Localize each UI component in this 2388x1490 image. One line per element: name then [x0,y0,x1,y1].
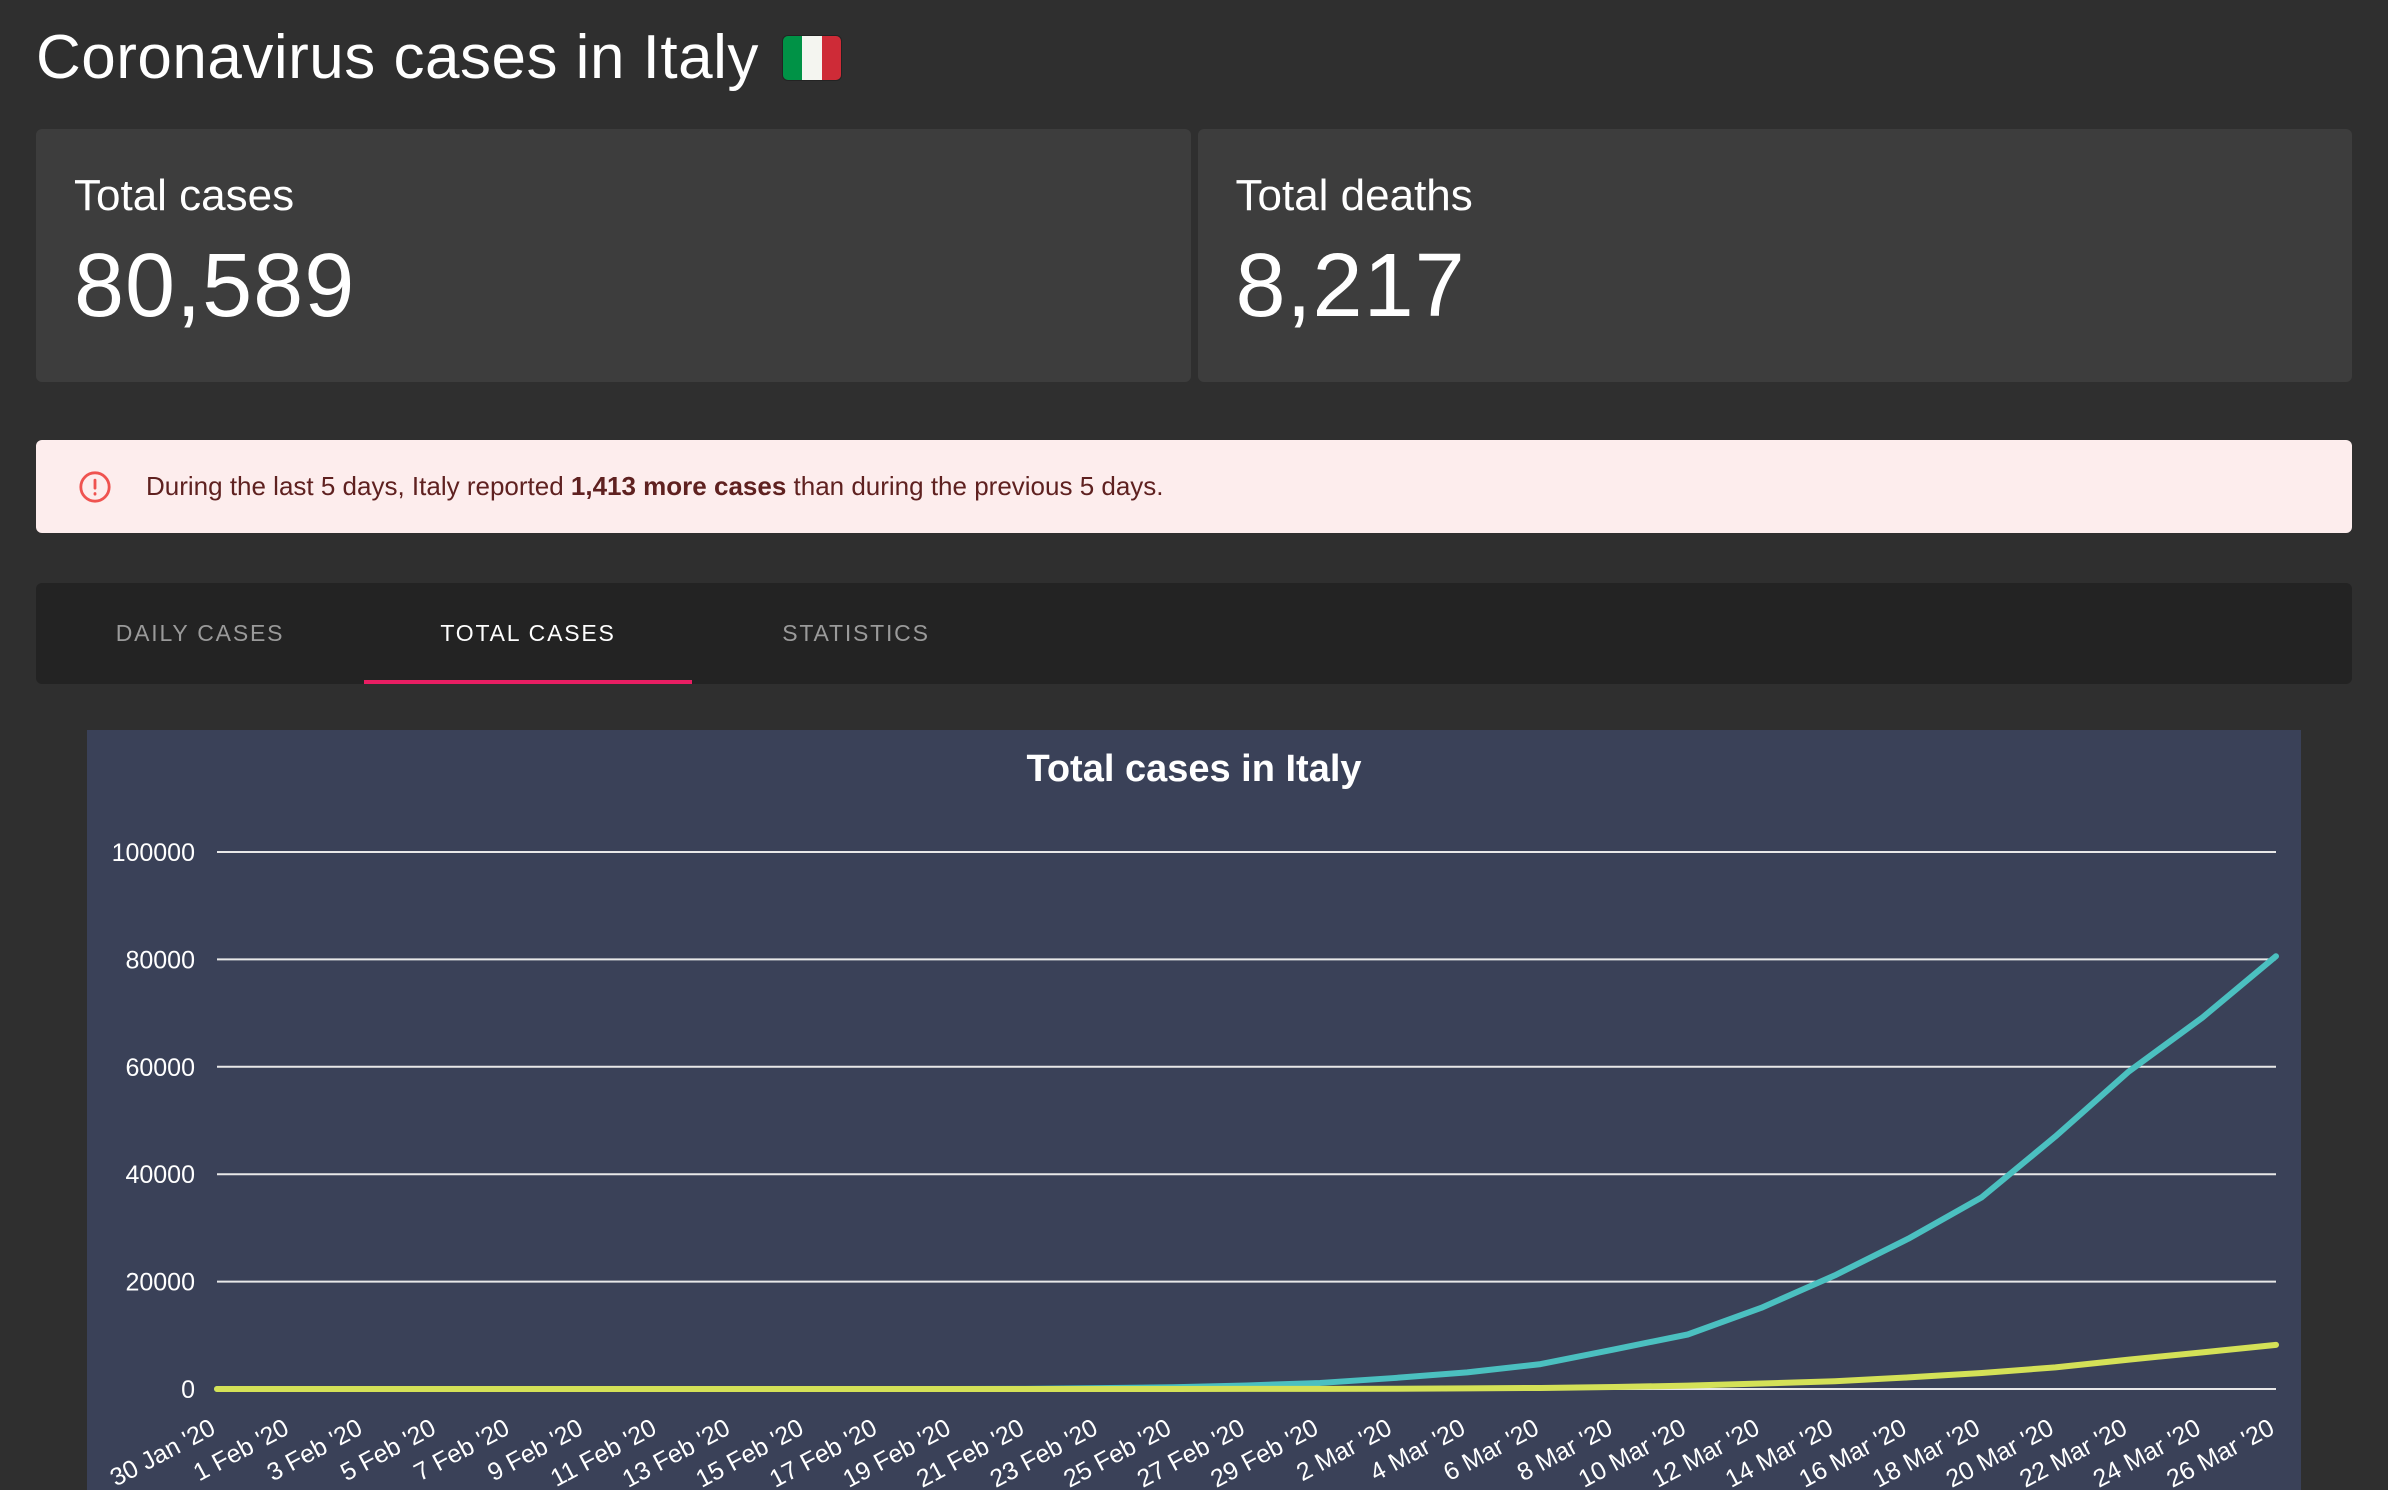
alert-text-prefix: During the last 5 days, Italy reported [146,471,571,502]
total-cases-label: Total cases [74,171,295,221]
chart-title: Total cases in Italy [1026,748,1362,791]
tab-total-cases[interactable]: TOTAL CASES [364,583,692,685]
alert-message: During the last 5 days, Italy reported 1… [146,471,1164,502]
alert-banner: During the last 5 days, Italy reported 1… [36,440,2352,534]
dashboard: Coronavirus cases in Italy Total cases 8… [0,22,2388,1490]
page-title: Coronavirus cases in Italy [36,22,2352,93]
page-title-text: Coronavirus cases in Italy [36,23,759,92]
alert-text-suffix: than during the previous 5 days. [786,471,1164,502]
error-outline-icon [78,470,112,504]
svg-text:0: 0 [181,1376,195,1404]
tab-daily-cases[interactable]: DAILY CASES [115,620,285,647]
svg-text:20000: 20000 [125,1269,195,1297]
stat-cards: Total cases 80,589 Total deaths 8,217 [36,129,2352,383]
total-cases-value: 80,589 [74,236,356,337]
tab-statistics[interactable]: STATISTICS [782,620,930,647]
svg-text:40000: 40000 [125,1161,195,1189]
svg-text:80000: 80000 [125,947,195,975]
total-deaths-card: Total deaths 8,217 [1197,129,2352,383]
total-cases-chart-panel: Total cases in Italy 0 20000 40000 60000 800… [87,730,2301,1490]
italy-flag-icon [782,35,841,80]
total-deaths-value: 8,217 [1235,236,1466,337]
total-deaths-label: Total deaths [1235,171,1473,221]
total-cases-card: Total cases 80,589 [36,129,1191,383]
svg-text:60000: 60000 [125,1054,195,1082]
alert-text-bold: 1,413 more cases [570,471,787,502]
tab-bar: DAILY CASES TOTAL CASES STATISTICS [36,583,2352,685]
svg-text:100000: 100000 [112,839,195,867]
